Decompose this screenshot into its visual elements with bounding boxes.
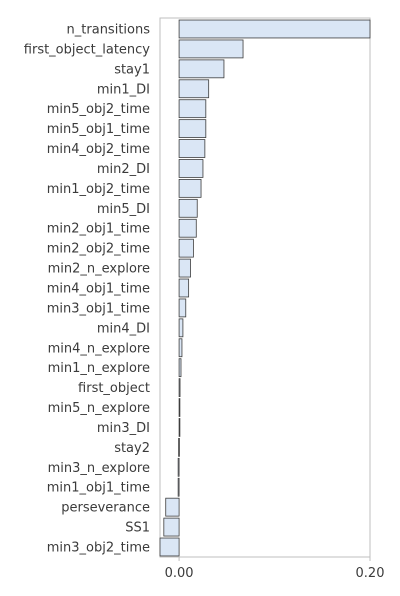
bar-n-transitions (178, 19, 371, 39)
bar-min5-di (178, 198, 198, 218)
y-tick-label: min5_DI (97, 202, 150, 217)
y-tick-label: min3_obj2_time (47, 541, 150, 556)
x-tick-label: 0.00 (165, 566, 194, 581)
bar-min3-obj1-time (178, 298, 187, 318)
bar-min3-obj2-time (159, 537, 180, 557)
bar-min2-obj1-time (178, 218, 197, 238)
bar-min1-di (178, 79, 210, 99)
y-tick-label: min1_obj2_time (47, 182, 150, 197)
bar-min2-n-explore (178, 258, 191, 278)
y-tick-label: min2_obj1_time (47, 222, 150, 237)
bar-min1-obj1-time (177, 477, 180, 497)
y-tick-label: min4_obj2_time (47, 142, 150, 157)
y-tick-label: stay1 (114, 62, 150, 77)
y-tick-label: min5_obj2_time (47, 102, 150, 117)
bar-min5-obj1-time (178, 119, 207, 138)
bar-min1-obj2-time (178, 179, 202, 198)
y-tick-label: SS1 (125, 521, 150, 536)
bar-stay1 (178, 59, 225, 79)
bar-stay2 (178, 438, 180, 457)
y-tick-label: perseverance (61, 501, 150, 516)
y-tick-label: first_object (78, 381, 150, 396)
x-tick-label: 0.20 (356, 566, 385, 581)
bar-min3-di (178, 418, 181, 437)
bar-first-object (178, 378, 181, 397)
bar-ss1 (163, 517, 180, 537)
bar-min4-di (178, 318, 184, 338)
y-tick-label: min3_n_explore (48, 461, 150, 476)
y-tick-label: min3_obj1_time (47, 301, 150, 316)
bar-min3-n-explore (177, 457, 180, 477)
bar-min1-n-explore (178, 358, 182, 378)
y-tick-label: min2_obj2_time (47, 242, 150, 257)
bar-first-object-latency (178, 39, 244, 59)
y-tick-label: min2_n_explore (48, 262, 150, 277)
bar-min5-obj2-time (178, 99, 207, 119)
y-tick-label: min4_obj1_time (47, 282, 150, 297)
y-tick-label: min3_DI (97, 421, 150, 436)
y-tick-label: min2_DI (97, 162, 150, 177)
bar-min4-n-explore (178, 338, 183, 358)
bar-min4-obj2-time (178, 139, 206, 158)
bar-min2-di (178, 159, 204, 178)
bar-min5-n-explore (178, 398, 181, 417)
y-tick-label: n_transitions (67, 23, 151, 38)
y-tick-label: min4_DI (97, 321, 150, 336)
y-tick-label: min1_DI (97, 82, 150, 97)
bar-perseverance (165, 497, 180, 517)
y-tick-label: min5_n_explore (48, 401, 150, 416)
y-tick-label: min1_n_explore (48, 361, 150, 376)
y-tick-label: min1_obj1_time (47, 481, 150, 496)
y-tick-label: stay2 (114, 441, 150, 456)
bar-min2-obj2-time (178, 238, 194, 258)
y-tick-label: min4_n_explore (48, 341, 150, 356)
plot-frame (159, 17, 371, 558)
y-tick-label: first_object_latency (24, 42, 151, 57)
y-tick-label: min5_obj1_time (47, 122, 150, 137)
bar-min4-obj1-time (178, 278, 190, 298)
